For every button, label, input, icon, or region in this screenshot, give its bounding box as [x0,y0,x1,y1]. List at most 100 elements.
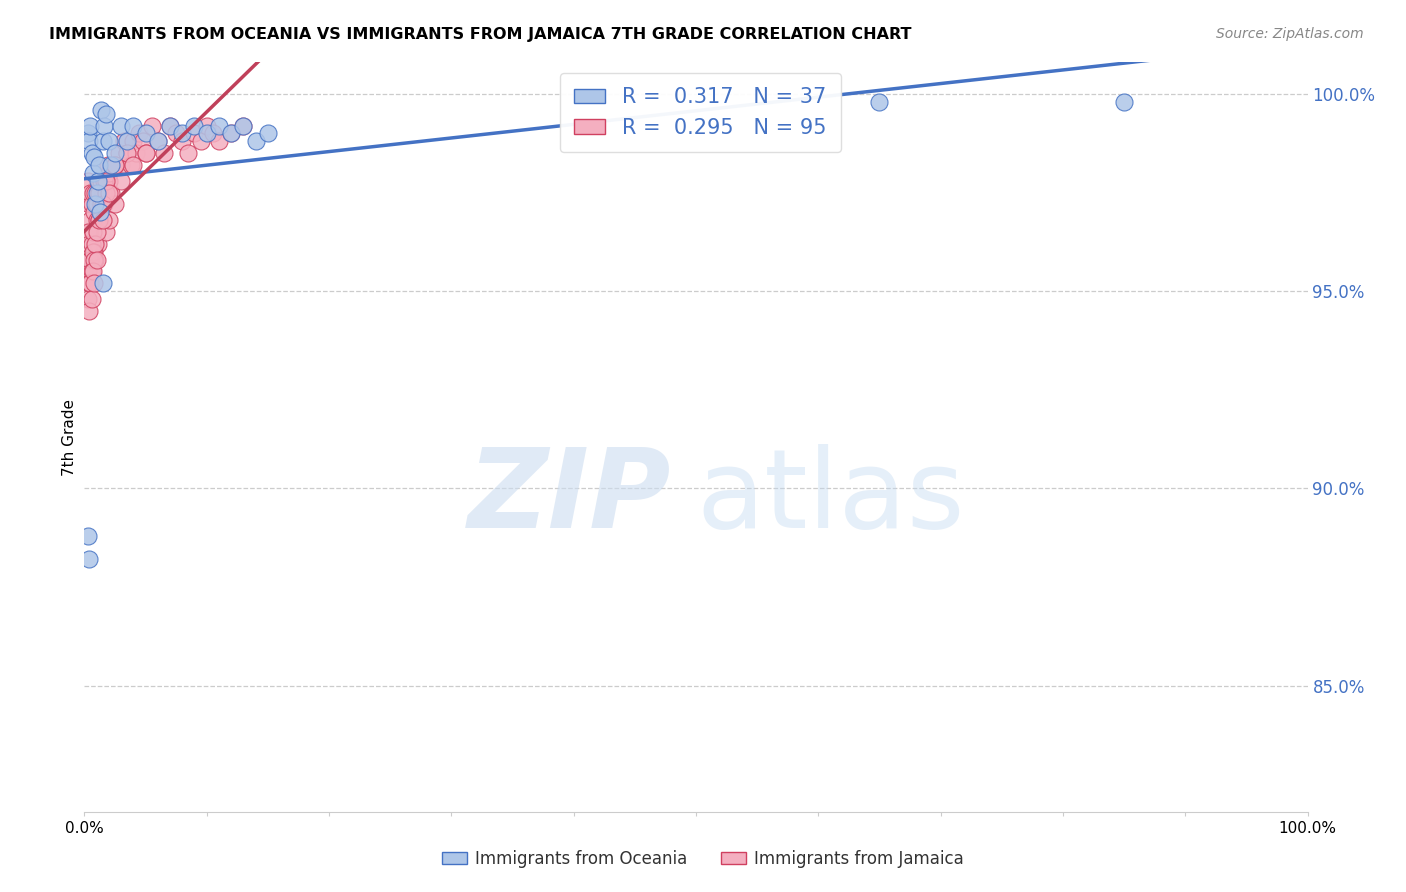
Point [100,186,122,200]
Point [183,119,205,133]
Point [122,158,145,172]
Point [90,103,112,117]
Point [80,236,103,251]
Point [82,225,104,239]
Point [77,127,100,141]
Point [128,127,150,141]
Point [183,127,205,141]
Point [159,119,181,133]
Point [87,174,110,188]
Point [97,213,120,227]
Point [208,134,231,148]
Legend: Immigrants from Oceania, Immigrants from Jamaica: Immigrants from Oceania, Immigrants from… [436,844,970,875]
Point [86,186,108,200]
Point [232,119,254,133]
Point [86,252,108,267]
Legend: R =  0.317   N = 37, R =  0.295   N = 95: R = 0.317 N = 37, R = 0.295 N = 95 [560,73,841,153]
Point [219,127,242,141]
Point [91,213,114,227]
Text: Source: ZipAtlas.com: Source: ZipAtlas.com [1216,27,1364,41]
Point [93,197,115,211]
Point [135,146,157,161]
Point [125,146,148,161]
Point [97,186,120,200]
Point [77,292,100,306]
Point [115,134,138,148]
Point [104,158,127,172]
Point [208,119,231,133]
Point [135,146,157,161]
Point [96,186,118,200]
Point [83,252,105,267]
Point [96,186,118,200]
Point [97,134,120,148]
Point [84,197,107,211]
Point [115,146,138,161]
Point [84,236,107,251]
Point [83,277,105,291]
Point [84,236,107,251]
Point [159,119,181,133]
Point [153,146,176,161]
Point [79,213,101,227]
Y-axis label: 7th Grade: 7th Grade [62,399,77,475]
Point [177,146,200,161]
Point [201,127,224,141]
Point [90,197,112,211]
Point [91,186,114,200]
Point [110,174,132,188]
Point [97,158,120,172]
Point [87,236,110,251]
Point [91,277,114,291]
Point [82,166,104,180]
Point [77,277,100,291]
Point [115,146,138,161]
Point [77,552,100,566]
Point [84,252,107,267]
Point [141,119,163,133]
Point [195,119,218,133]
Point [104,197,127,211]
Point [107,146,129,161]
Point [172,127,194,141]
Point [91,134,114,148]
Point [97,166,120,180]
Point [195,127,218,141]
Point [83,252,105,267]
Point [77,304,100,318]
Point [87,174,110,188]
Point [91,197,114,211]
Point [190,134,212,148]
Point [104,158,127,172]
Point [91,213,114,227]
Point [86,225,108,239]
Point [122,119,145,133]
Point [219,127,242,141]
Point [146,134,169,148]
Point [79,119,101,133]
Point [245,134,267,148]
Point [96,225,118,239]
Point [86,197,108,211]
Point [89,205,111,219]
Point [90,174,112,188]
Point [165,127,187,141]
Point [79,252,101,267]
Point [83,244,105,259]
Point [1114,95,1136,109]
Point [79,252,101,267]
Point [80,225,103,239]
Point [79,277,101,291]
Point [77,174,100,188]
Point [869,95,891,109]
Point [80,264,103,278]
Point [257,127,280,141]
Point [104,158,127,172]
Point [89,197,111,211]
Point [77,529,100,543]
Point [96,174,118,188]
Point [87,186,110,200]
Point [84,186,107,200]
Point [87,158,110,172]
Point [80,197,103,211]
